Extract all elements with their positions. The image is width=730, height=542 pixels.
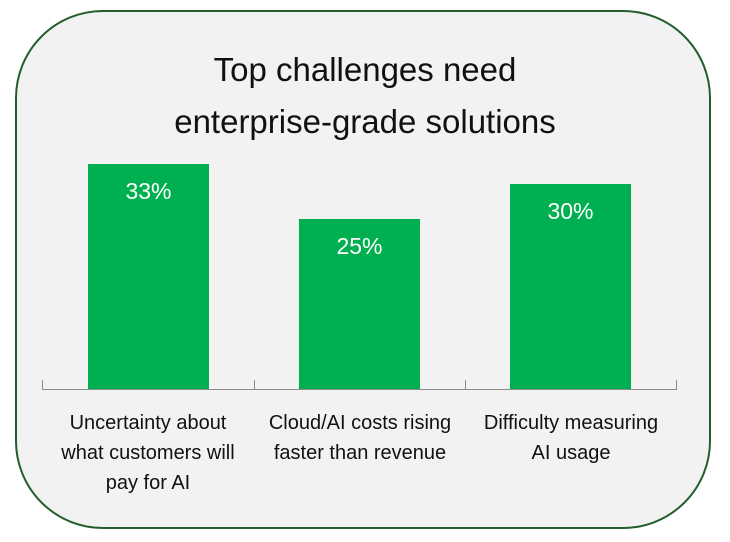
category-label-line: Uncertainty about	[69, 412, 227, 434]
category-label-line: Difficulty measuring	[483, 412, 659, 434]
category-label-uncertainty: Uncertainty about what customers will pa…	[42, 408, 254, 498]
bar-value-label: 30%	[547, 198, 594, 224]
bar-cloud-costs: 25%	[299, 219, 420, 389]
bar-uncertainty: 33%	[88, 164, 209, 389]
x-axis-tick	[254, 380, 255, 390]
bar-value-label: 33%	[125, 178, 172, 204]
category-label-line: AI usage	[531, 442, 611, 464]
category-label-line: pay for AI	[105, 472, 191, 494]
category-label-line: faster than revenue	[273, 442, 447, 464]
category-label-line: Cloud/AI costs rising	[268, 412, 452, 434]
category-label-cloud-costs: Cloud/AI costs rising faster than revenu…	[254, 408, 466, 468]
chart-title-line-2: enterprise-grade solutions	[174, 103, 556, 140]
x-axis-tick	[465, 380, 466, 390]
x-axis	[42, 389, 677, 390]
x-axis-tick	[676, 380, 677, 390]
x-axis-tick	[42, 380, 43, 390]
bar-measuring-usage: 30%	[510, 184, 631, 389]
chart-title-line-1: Top challenges need	[213, 51, 517, 88]
category-label-measuring-usage: Difficulty measuring AI usage	[465, 408, 677, 468]
category-label-line: what customers will	[61, 442, 235, 464]
bar-value-label: 25%	[336, 233, 383, 259]
